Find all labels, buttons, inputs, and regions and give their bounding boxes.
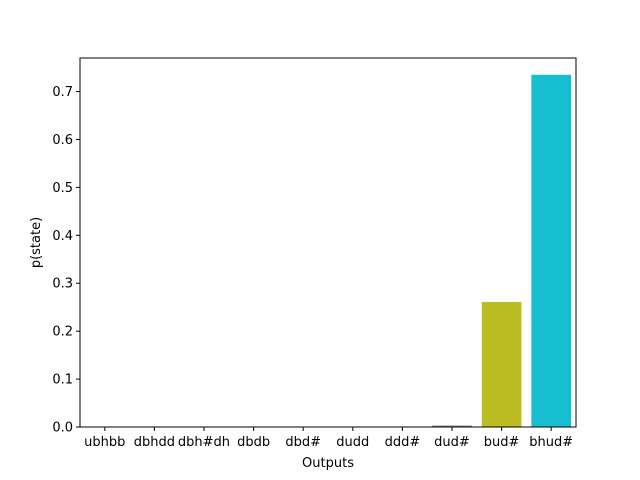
bars bbox=[432, 74, 572, 427]
x-tick-label: ubhbb bbox=[84, 435, 125, 450]
y-tick-label: 0.2 bbox=[52, 325, 73, 340]
y-tick-label: 0.7 bbox=[52, 85, 73, 100]
x-tick-label: dudd bbox=[336, 435, 369, 450]
x-axis-ticks: ubhbb dbhdd dbh#dh dbdb dbd# dudd ddd# dud# bud#… bbox=[84, 427, 573, 450]
x-tick-label: dud# bbox=[434, 435, 470, 450]
y-tick-label: 0.4 bbox=[52, 229, 73, 244]
x-tick-label: bhud# bbox=[529, 435, 573, 450]
bar-bhud# bbox=[531, 74, 572, 427]
x-tick-label: dbhdd bbox=[134, 435, 175, 450]
y-tick-label: 0.1 bbox=[52, 373, 73, 388]
x-tick-label: dbd# bbox=[285, 435, 321, 450]
x-tick-label: dbh#dh bbox=[178, 435, 230, 450]
x-tick-label: dbdb bbox=[237, 435, 270, 450]
y-tick-label: 0.6 bbox=[52, 133, 73, 148]
bar-bud# bbox=[481, 301, 522, 427]
plot-frame bbox=[79, 57, 577, 428]
y-tick-label: 0.5 bbox=[52, 181, 73, 196]
y-tick-label: 0.3 bbox=[52, 277, 73, 292]
x-axis-label: Outputs bbox=[302, 456, 354, 471]
y-axis-ticks: 0.0 0.1 0.2 0.3 0.4 0.5 0.6 0.7 bbox=[52, 85, 80, 436]
y-axis-label: p(state) bbox=[29, 217, 44, 268]
bar-dud# bbox=[432, 425, 472, 427]
x-tick-label: ddd# bbox=[385, 435, 421, 450]
x-tick-label: bud# bbox=[484, 435, 520, 450]
y-tick-label: 0.0 bbox=[52, 421, 73, 436]
